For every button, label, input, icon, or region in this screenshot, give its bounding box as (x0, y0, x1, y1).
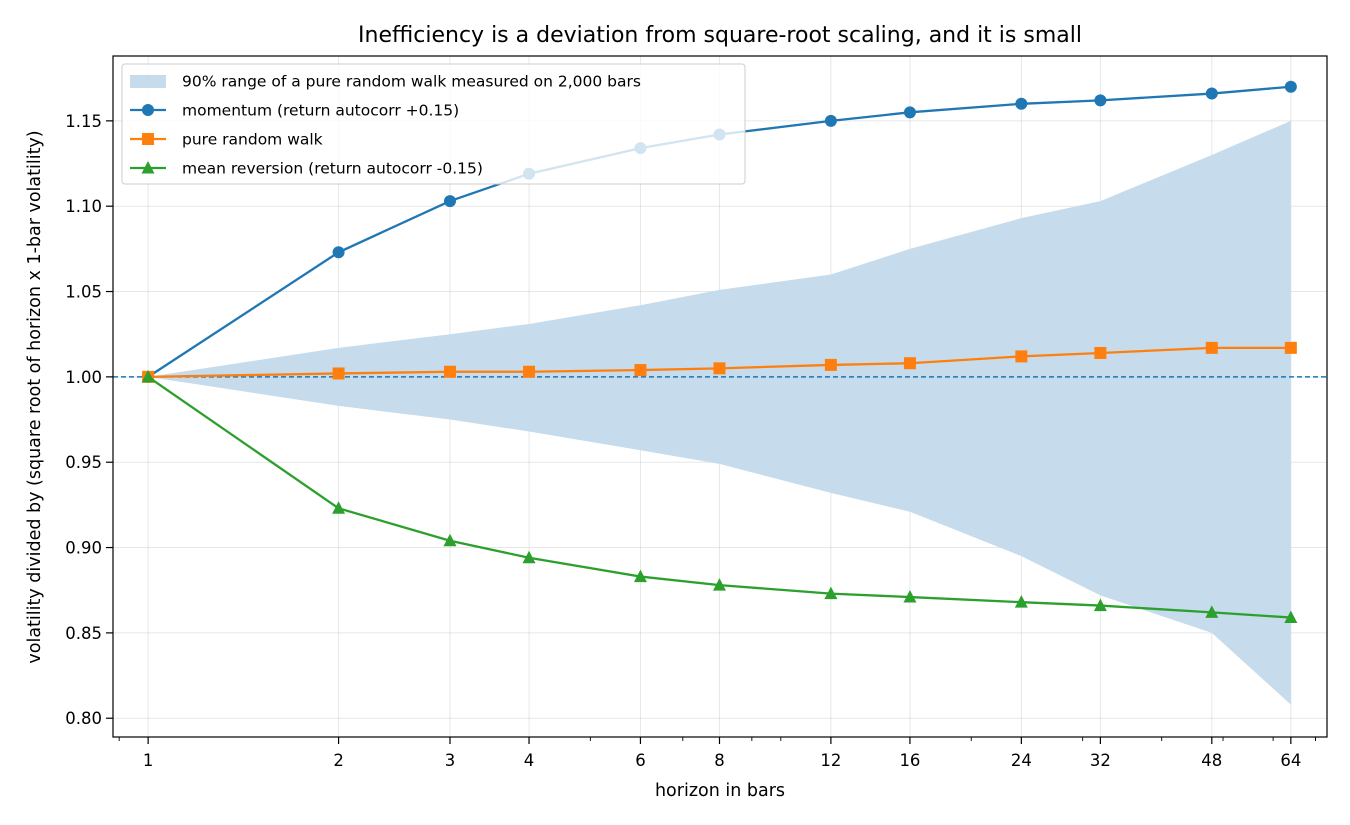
y-axis-label: volatility divided by (square root of ho… (25, 130, 45, 663)
y-tick-label: 1.05 (65, 283, 102, 302)
data-point (1205, 87, 1218, 100)
y-tick-label: 0.85 (65, 624, 102, 643)
data-point (903, 357, 916, 370)
data-point (824, 114, 837, 127)
data-point (1205, 605, 1219, 618)
x-tick-label: 12 (820, 751, 841, 770)
data-point (332, 367, 345, 380)
x-tick-label: 8 (714, 751, 725, 770)
series-line (147, 85, 1291, 378)
data-point (522, 550, 536, 564)
data-point (1284, 341, 1297, 354)
x-axis: 1 2 3 4 6 8 12 16 24 32 48 64 (118, 737, 1316, 770)
data-point (903, 106, 916, 119)
data-point (712, 578, 726, 591)
series-2 (141, 369, 1298, 624)
y-tick-label: 0.95 (65, 453, 102, 472)
x-tick-label: 64 (1280, 751, 1301, 770)
series-line (148, 346, 1291, 379)
y-axis: 0.80 0.85 0.90 0.95 1.00 1.05 1.10 1.15 (65, 112, 113, 728)
chart-title: Inefficiency is a deviation from square-… (358, 23, 1082, 48)
x-tick-label: 2 (333, 751, 344, 770)
data-point (1015, 350, 1028, 363)
y-tick-label: 0.90 (65, 539, 102, 558)
data-point (332, 501, 346, 514)
x-tick-label: 6 (635, 751, 646, 770)
random-walk-band-layer (148, 120, 1291, 705)
x-tick-label: 16 (899, 751, 920, 770)
data-point (903, 590, 917, 603)
data-point (1093, 598, 1107, 612)
x-tick-label: 48 (1201, 751, 1222, 770)
data-point (443, 195, 456, 208)
data-point (713, 362, 726, 375)
data-point (1015, 97, 1028, 110)
data-point (824, 358, 837, 371)
series-layer (141, 80, 1298, 624)
legend-label: momentum (return autocorr +0.15) (182, 102, 459, 120)
data-point (523, 365, 536, 378)
data-point (1284, 80, 1297, 93)
x-tick-label: 1 (143, 751, 154, 770)
data-point (141, 369, 155, 383)
data-point (633, 569, 647, 583)
legend-box (121, 63, 746, 185)
y-tick-label: 1.00 (65, 368, 102, 387)
data-point (1014, 595, 1028, 608)
data-point (1094, 94, 1107, 107)
y-tick-label: 1.15 (65, 112, 102, 131)
data-point (634, 364, 647, 377)
data-point (1205, 341, 1218, 354)
legend-marker (142, 104, 154, 116)
x-tick-label: 3 (445, 751, 456, 770)
legend: 90% range of a pure random walk measured… (121, 63, 746, 185)
y-tick-label: 0.80 (65, 709, 102, 728)
data-point (1284, 610, 1298, 624)
y-tick-label: 1.10 (65, 197, 102, 216)
data-point (443, 533, 457, 547)
random-walk-band (148, 120, 1291, 705)
x-tick-label: 32 (1090, 751, 1111, 770)
data-point (1094, 346, 1107, 359)
legend-label: mean reversion (return autocorr -0.15) (182, 160, 483, 178)
series-line (147, 375, 1291, 619)
data-point (443, 365, 456, 378)
legend-label: 90% range of a pure random walk measured… (182, 73, 641, 91)
legend-swatch (130, 75, 166, 88)
data-point (332, 246, 345, 259)
legend-label: pure random walk (182, 131, 323, 149)
legend-marker (141, 161, 155, 174)
x-axis-label: horizon in bars (655, 781, 785, 801)
x-tick-label: 24 (1011, 751, 1032, 770)
data-point (824, 586, 838, 600)
legend-marker (142, 133, 154, 145)
x-tick-label: 4 (524, 751, 535, 770)
